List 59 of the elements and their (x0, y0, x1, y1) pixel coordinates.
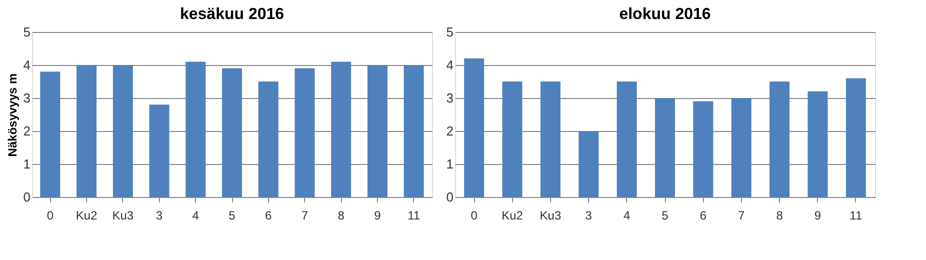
bar (258, 82, 278, 197)
x-tick-label: 0 (470, 208, 478, 222)
bar (846, 78, 866, 197)
bar (578, 131, 599, 197)
bar (731, 98, 752, 197)
x-tick-label: Ku2 (502, 208, 524, 222)
bar (76, 65, 97, 197)
x-tick-label: 6 (700, 208, 707, 222)
bar (367, 65, 388, 197)
x-tick-label: 4 (192, 208, 200, 222)
y-tick-label: 2 (23, 124, 30, 138)
chart-title: kesäkuu 2016 (180, 6, 284, 23)
bar (464, 58, 484, 197)
y-tick-label: 3 (23, 90, 30, 106)
bar (331, 62, 352, 197)
x-tick-label: 8 (776, 208, 784, 222)
y-tick-label: 4 (23, 58, 30, 72)
x-tick-label: Ku2 (76, 208, 98, 222)
x-tick-label: 3 (585, 208, 592, 222)
y-tick-label: 0 (446, 190, 454, 204)
bar (40, 72, 60, 197)
bar (222, 68, 242, 197)
bar (540, 82, 560, 197)
bar (404, 65, 424, 197)
y-tick-label: 1 (446, 156, 454, 172)
y-tick-label: 1 (23, 156, 30, 172)
x-tick-label: 5 (662, 208, 669, 222)
bar (770, 82, 790, 197)
bar (294, 68, 315, 197)
x-tick-label: 4 (623, 208, 630, 222)
y-tick-label: 3 (446, 90, 454, 106)
x-tick-label: 3 (156, 208, 163, 222)
bar (693, 101, 714, 197)
bar (186, 62, 206, 197)
x-tick-label: 8 (338, 208, 345, 222)
y-tick-label: 5 (446, 24, 454, 40)
bar (616, 82, 637, 197)
y-tick-label: 0 (23, 190, 30, 204)
y-tick-label: 4 (446, 58, 454, 72)
x-tick-label: Ku3 (112, 208, 134, 222)
x-tick-label: 5 (228, 208, 236, 222)
y-tick-label: 5 (23, 24, 30, 40)
x-tick-label: 11 (408, 208, 420, 222)
x-tick-label: 0 (46, 208, 54, 222)
x-tick-label: 9 (814, 208, 822, 222)
bar (149, 104, 170, 197)
chart-title: elokuu 2016 (619, 6, 711, 23)
bar (808, 91, 828, 197)
x-tick-label: 11 (850, 208, 862, 222)
x-tick-label: 9 (374, 208, 382, 222)
x-tick-label: Ku3 (540, 208, 562, 222)
bar (502, 82, 522, 197)
x-tick-label: 7 (301, 208, 308, 222)
bar (112, 65, 133, 197)
y-axis-title: Näkösyvyys m (5, 73, 20, 157)
x-tick-label: 6 (265, 208, 272, 222)
y-tick-label: 2 (446, 124, 454, 138)
bar (655, 98, 675, 197)
x-tick-label: 7 (738, 208, 746, 222)
